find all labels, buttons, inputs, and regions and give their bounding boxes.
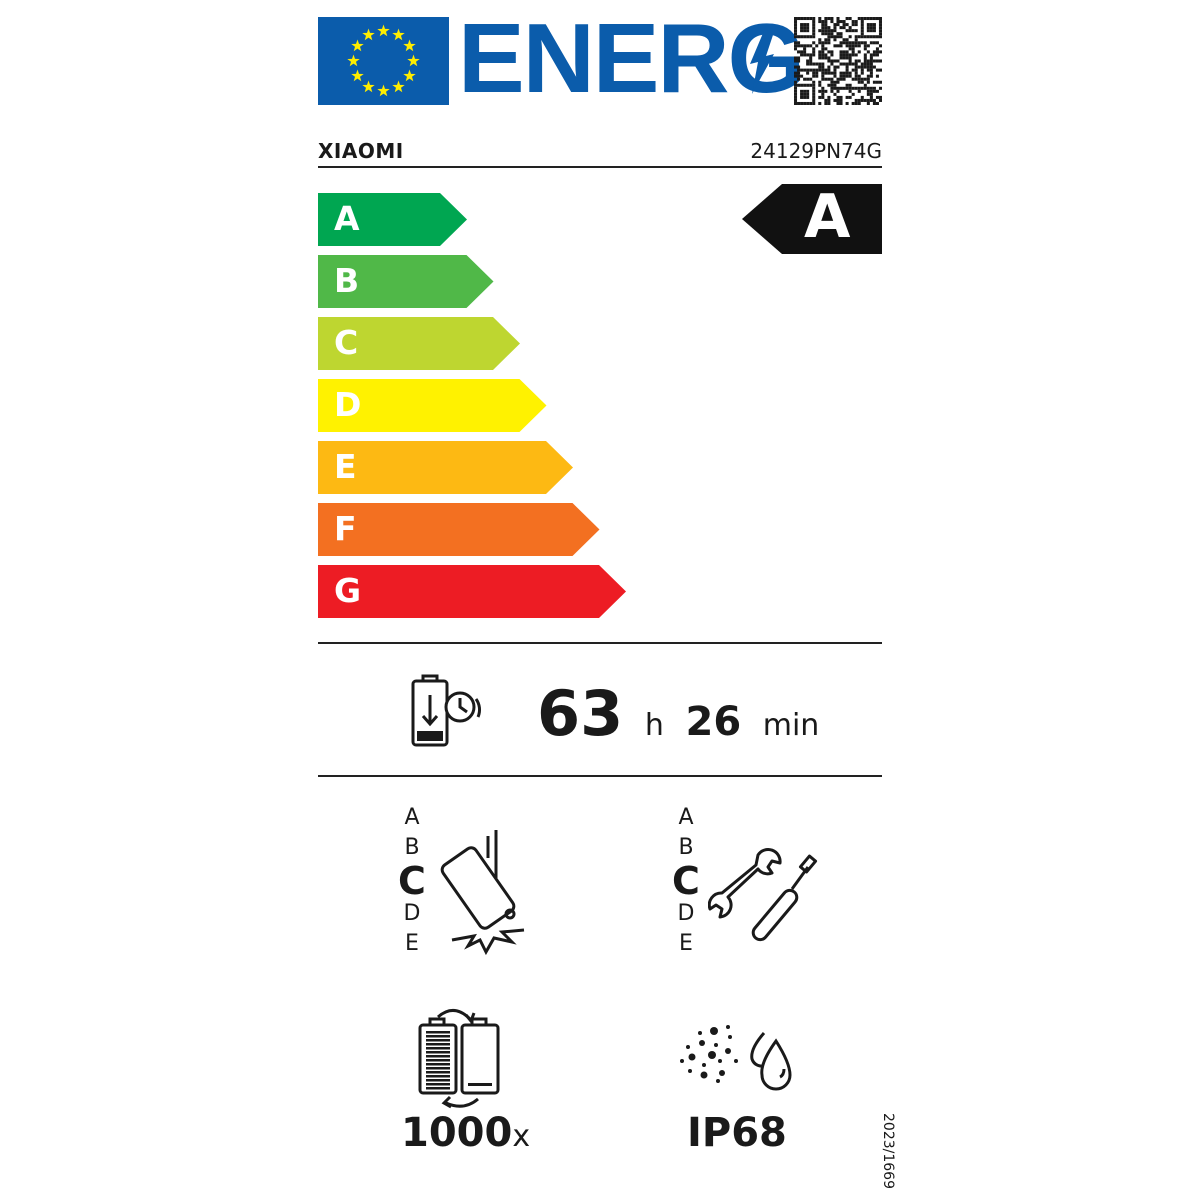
energy-class-bar-e: E bbox=[318, 441, 573, 494]
energy-class-label: G bbox=[334, 571, 362, 610]
energy-class-label: B bbox=[334, 261, 360, 300]
energy-class-bar-c: C bbox=[318, 317, 520, 370]
divider bbox=[318, 166, 882, 168]
energy-class-bar-f: F bbox=[318, 503, 600, 556]
battery-clock-icon bbox=[411, 674, 482, 747]
qr-code[interactable] bbox=[794, 17, 882, 105]
class-letter-e: E bbox=[679, 931, 693, 956]
wrench-screwdriver-icon bbox=[708, 848, 818, 942]
energy-class-value: A bbox=[804, 182, 851, 252]
class-letter-b: B bbox=[678, 835, 694, 860]
star-icon bbox=[377, 84, 390, 97]
energy-class-label: C bbox=[334, 323, 359, 362]
class-letter-a: A bbox=[678, 805, 694, 830]
class-letter-c: C bbox=[672, 859, 700, 903]
battery-endurance: 63 h 26 min bbox=[537, 676, 819, 764]
class-letter-e: E bbox=[405, 931, 419, 956]
brand-name: XIAOMI bbox=[318, 139, 404, 163]
divider bbox=[318, 775, 882, 777]
star-icon bbox=[377, 24, 390, 37]
hours-value: 63 bbox=[537, 677, 624, 750]
energy-logo-text: ENERG bbox=[458, 3, 805, 113]
energy-class-indicator: A bbox=[742, 182, 882, 254]
dust-water-icon bbox=[680, 1025, 792, 1091]
hours-unit: h bbox=[644, 708, 664, 743]
energy-class-bar-d: D bbox=[318, 379, 547, 432]
eu-flag bbox=[318, 17, 449, 105]
star-icon bbox=[392, 28, 405, 41]
model-number: 24129PN74G bbox=[750, 139, 882, 163]
energy-class-label: F bbox=[334, 509, 357, 548]
battery-cycle-icon bbox=[418, 1009, 500, 1109]
lightning-bolt-icon bbox=[750, 26, 776, 94]
star-icon bbox=[362, 28, 375, 41]
class-letter-d: D bbox=[677, 901, 695, 926]
minutes-unit: min bbox=[762, 708, 820, 743]
phone-drop-icon bbox=[440, 830, 525, 956]
cycles-unit: x bbox=[512, 1119, 531, 1154]
class-letter-d: D bbox=[403, 901, 421, 926]
ingress-protection: IP68 bbox=[687, 1110, 787, 1156]
energy-class-bar-a: A bbox=[318, 193, 467, 246]
minutes-value: 26 bbox=[685, 699, 742, 745]
star-icon bbox=[392, 80, 405, 93]
class-letter-a: A bbox=[404, 805, 420, 830]
star-icon bbox=[362, 80, 375, 93]
star-icon bbox=[403, 39, 416, 52]
divider bbox=[318, 642, 882, 644]
star-icon bbox=[347, 54, 360, 67]
class-letter-b: B bbox=[404, 835, 420, 860]
regulation-number: 2023/1669 bbox=[880, 1113, 896, 1189]
class-letter-c: C bbox=[398, 859, 426, 903]
energy-class-label: E bbox=[334, 447, 357, 486]
star-icon bbox=[407, 54, 420, 67]
eu-stars-icon bbox=[347, 24, 420, 97]
star-icon bbox=[351, 39, 364, 52]
energy-class-bar-b: B bbox=[318, 255, 494, 308]
star-icon bbox=[403, 69, 416, 82]
battery-cycles: 1000x bbox=[401, 1110, 530, 1156]
energy-class-label: A bbox=[334, 199, 360, 238]
cycles-value: 1000 bbox=[401, 1110, 513, 1156]
energy-class-label: D bbox=[334, 385, 362, 424]
star-icon bbox=[351, 69, 364, 82]
energy-class-bar-g: G bbox=[318, 565, 626, 618]
